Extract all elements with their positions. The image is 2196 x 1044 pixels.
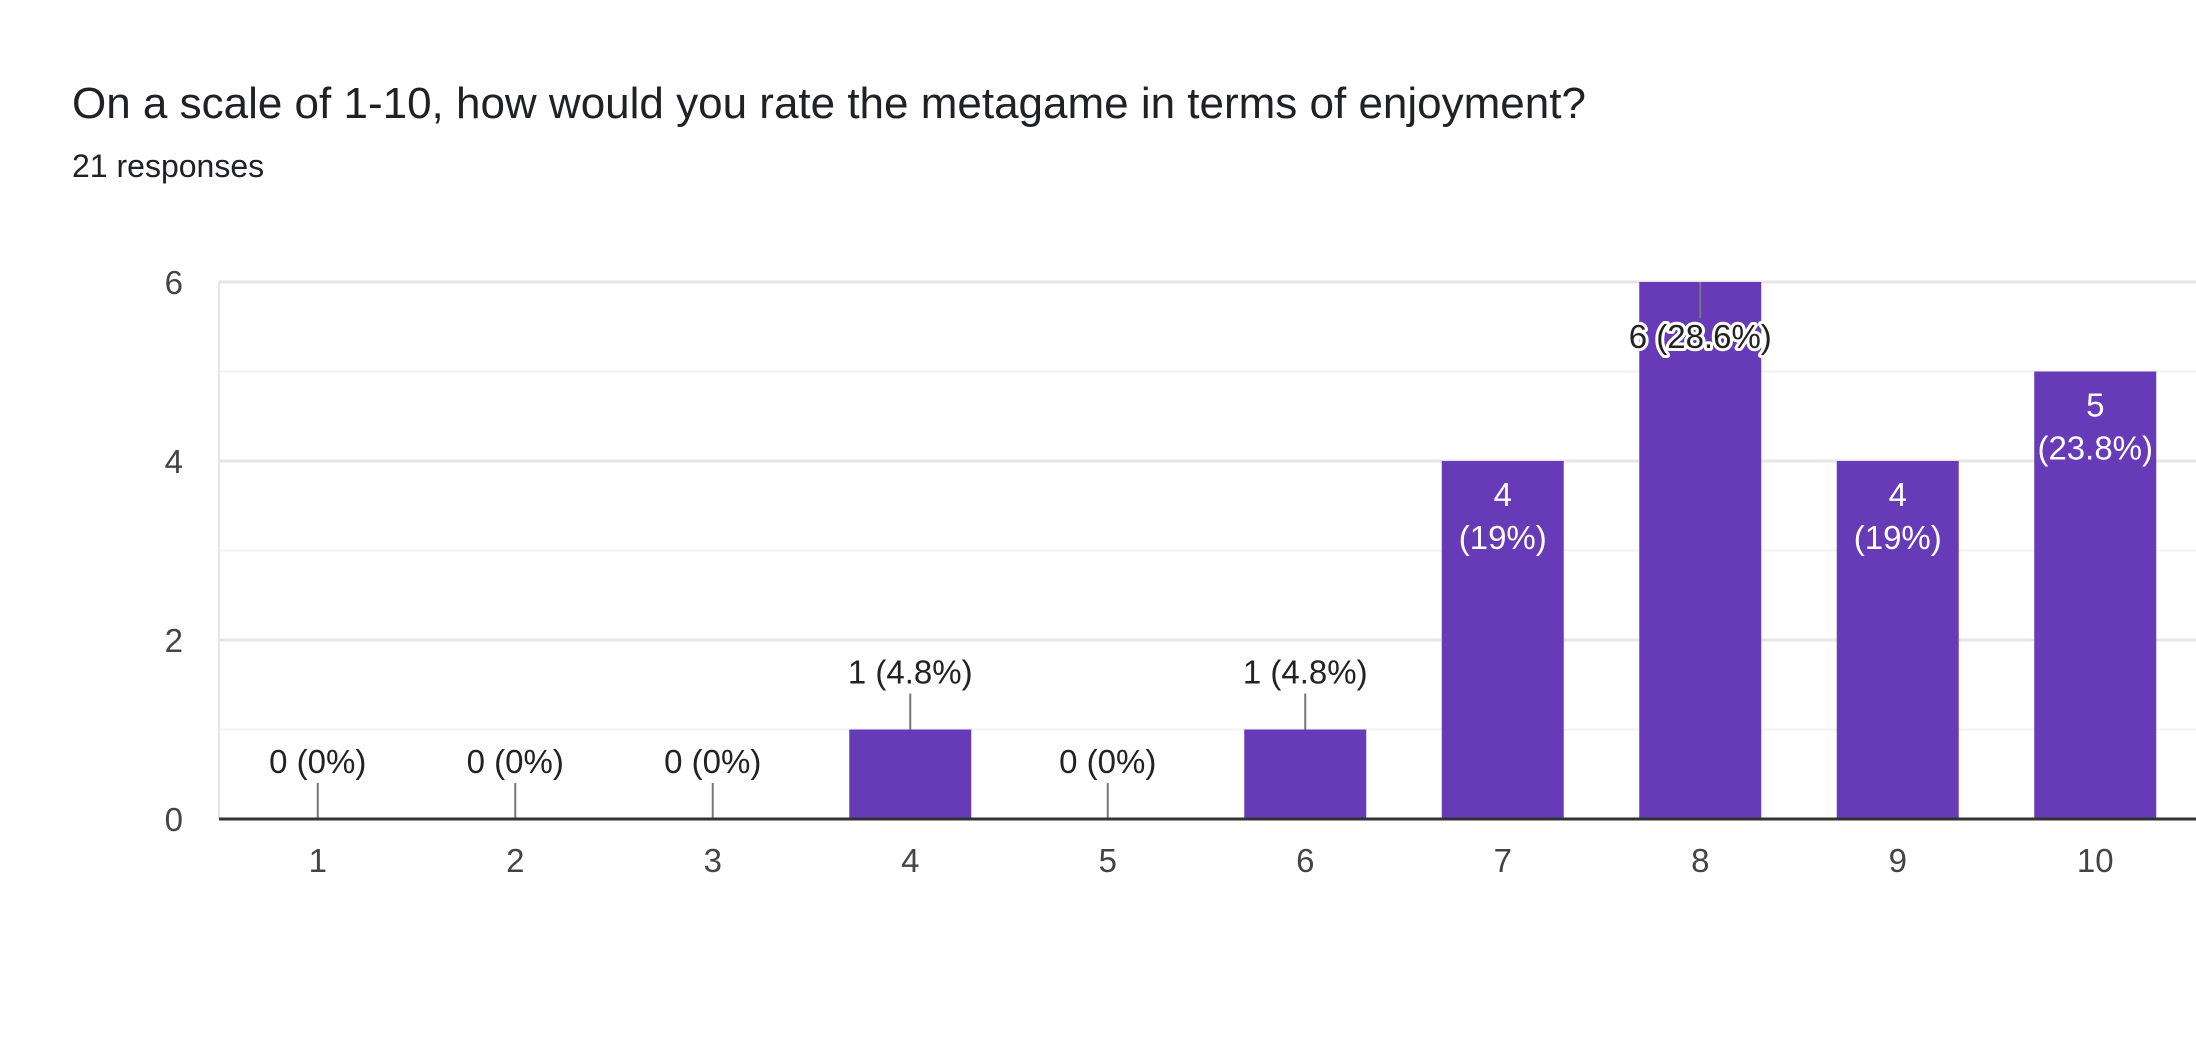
x-tick-label: 9 xyxy=(1889,842,1907,879)
data-label: 0 (0%) xyxy=(269,743,366,780)
data-label: 0 (0%) xyxy=(664,743,761,780)
x-tick-label: 4 xyxy=(901,842,919,879)
y-tick-label: 4 xyxy=(165,443,183,480)
x-tick-label: 10 xyxy=(2077,842,2114,879)
bar xyxy=(1244,729,1367,819)
data-label: 1 (4.8%) xyxy=(848,654,973,691)
x-tick-label: 6 xyxy=(1296,842,1314,879)
data-label: (19%) xyxy=(1854,519,1942,556)
x-tick-label: 1 xyxy=(309,842,327,879)
data-label: 6 (28.6%) xyxy=(1629,318,1772,355)
bar xyxy=(2034,371,2157,819)
y-tick-label: 2 xyxy=(165,622,183,659)
bar xyxy=(1836,461,1959,819)
bar xyxy=(849,729,972,819)
data-label: 0 (0%) xyxy=(467,743,564,780)
data-label: 4 xyxy=(1494,476,1512,513)
x-tick-label: 8 xyxy=(1691,842,1709,879)
response-count: 21 responses xyxy=(72,148,265,184)
data-label: 0 (0%) xyxy=(1059,743,1156,780)
bar xyxy=(1639,282,1762,819)
bar xyxy=(1441,461,1564,819)
x-tick-label: 3 xyxy=(704,842,722,879)
x-tick-label: 5 xyxy=(1099,842,1117,879)
data-label: (23.8%) xyxy=(2037,430,2153,467)
x-tick-label: 2 xyxy=(506,842,524,879)
data-label: 5 xyxy=(2086,387,2104,424)
data-label: 4 xyxy=(1889,476,1907,513)
question-title: On a scale of 1-10, how would you rate t… xyxy=(72,79,1586,128)
y-tick-label: 0 xyxy=(165,801,183,838)
data-label: 1 (4.8%) xyxy=(1243,654,1368,691)
data-label: (19%) xyxy=(1459,519,1547,556)
y-tick-label: 6 xyxy=(165,264,183,301)
x-tick-label: 7 xyxy=(1494,842,1512,879)
